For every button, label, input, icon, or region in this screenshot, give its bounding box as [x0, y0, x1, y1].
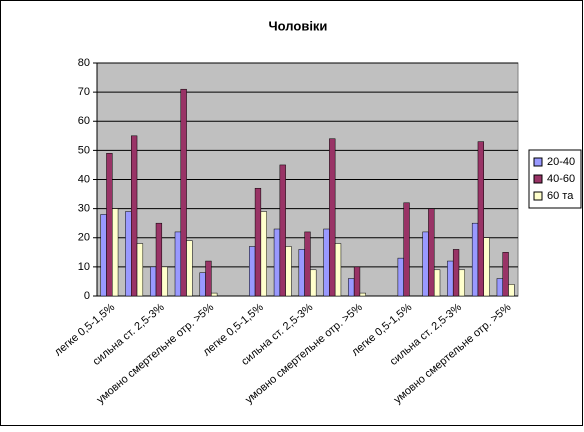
bar — [403, 202, 410, 297]
bar — [433, 269, 441, 297]
bar — [359, 292, 366, 297]
y-tick-label: 0 — [84, 290, 90, 302]
bar — [298, 249, 305, 297]
bar — [100, 214, 107, 297]
chart-title: Чоловіки — [269, 18, 328, 33]
y-tick-label: 50 — [78, 144, 90, 156]
bar — [329, 138, 336, 297]
bar — [310, 269, 317, 297]
bar — [180, 88, 187, 297]
bar — [428, 208, 435, 297]
bar — [397, 257, 404, 297]
bar — [205, 260, 212, 297]
y-tick-label: 40 — [78, 173, 90, 185]
bar — [254, 187, 262, 297]
bar — [131, 135, 138, 297]
legend-swatch — [533, 191, 543, 201]
bar — [502, 252, 509, 297]
legend-label: 60 та — [547, 190, 574, 202]
bar — [458, 269, 466, 297]
bar — [174, 231, 182, 297]
bar — [260, 211, 267, 297]
bar — [125, 211, 132, 297]
bar — [447, 260, 454, 297]
bar — [112, 208, 119, 297]
bar — [149, 266, 157, 297]
bar — [334, 243, 342, 297]
bar — [199, 272, 206, 297]
bar — [136, 243, 144, 297]
y-tick-label: 10 — [78, 261, 90, 273]
bar — [186, 240, 193, 297]
bar — [452, 249, 460, 297]
y-tick-label: 60 — [78, 115, 90, 127]
bar — [279, 164, 286, 297]
bar — [106, 153, 113, 297]
bar — [483, 237, 490, 297]
y-tick-label: 70 — [78, 86, 90, 98]
y-tick-label: 30 — [78, 203, 90, 215]
bar — [353, 266, 361, 297]
bar — [471, 222, 479, 297]
legend-swatch — [533, 174, 543, 184]
y-tick-label: 80 — [78, 57, 90, 69]
bar — [155, 222, 163, 297]
bar — [422, 231, 429, 297]
legend-label: 20-40 — [547, 156, 575, 168]
bar — [477, 141, 484, 297]
bar — [211, 292, 218, 297]
bar — [285, 246, 292, 297]
legend-swatch — [533, 157, 543, 167]
bar — [249, 246, 256, 297]
bar — [348, 278, 355, 297]
bar — [496, 278, 503, 297]
legend-label: 40-60 — [547, 173, 575, 185]
y-tick-label: 20 — [78, 232, 90, 244]
bar — [304, 231, 311, 297]
bar — [161, 266, 168, 297]
bar — [323, 228, 330, 297]
bar — [508, 284, 515, 297]
bar — [273, 228, 281, 297]
